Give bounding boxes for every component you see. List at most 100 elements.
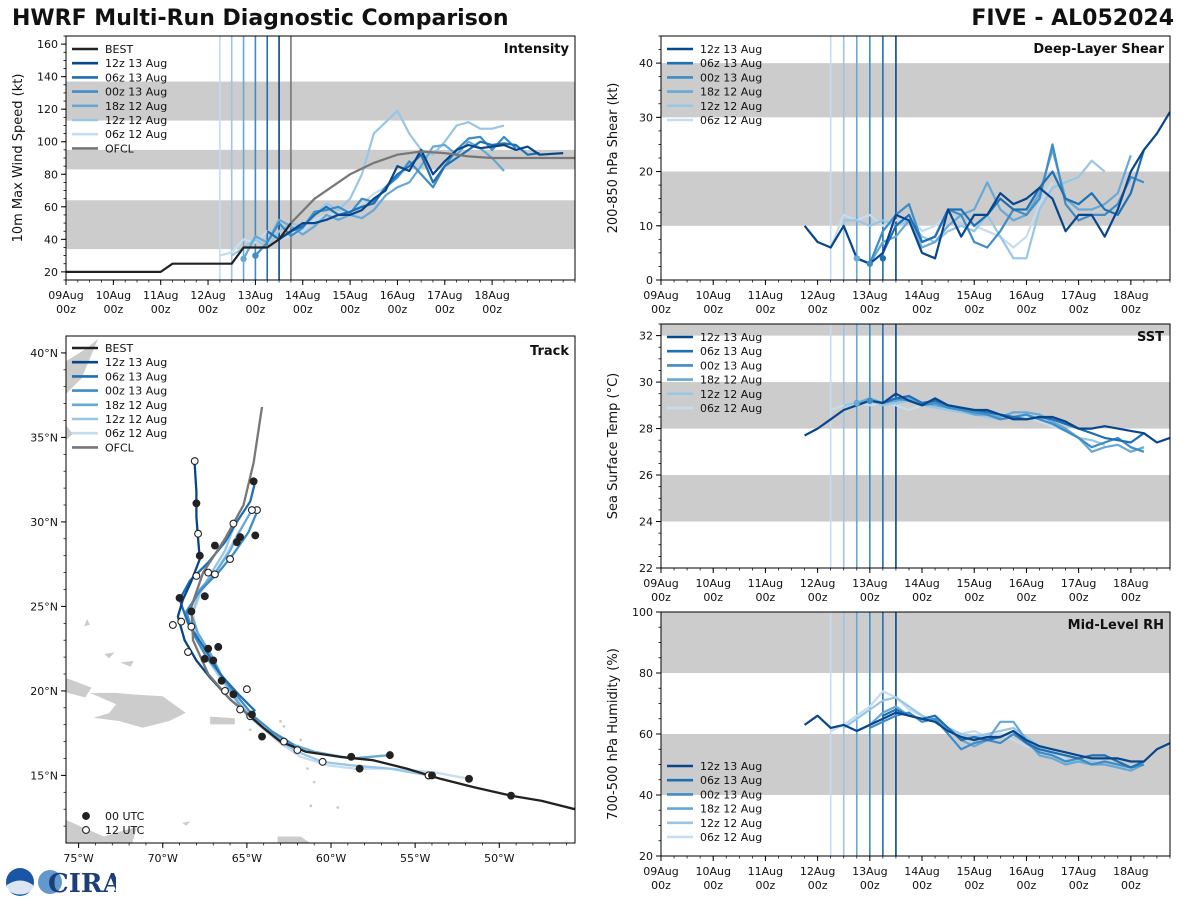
series-line-12z-13-aug <box>278 143 564 241</box>
land-mass <box>88 692 187 729</box>
init-marker-00z-13-aug <box>252 252 259 259</box>
legend-label-12z-13-aug: 12z 13 Aug <box>700 331 762 344</box>
series-line-12z-12-aug <box>231 109 505 257</box>
y-tick-label: 0 <box>646 274 653 287</box>
threshold-band <box>661 324 1170 336</box>
legend-label-12z-12-aug: 12z 12 Aug <box>700 817 762 830</box>
legend-label-12-utc: 12 UTC <box>105 824 145 837</box>
land-mass <box>209 715 236 726</box>
init-marker-18z-12-aug <box>853 399 860 407</box>
island <box>306 767 309 771</box>
track-fix-12utc <box>184 648 192 656</box>
x-tick-sublabel: 00z <box>340 303 360 316</box>
legend-label-18z-12-aug: 18z 12 Aug <box>700 803 762 816</box>
track-fix-00utc <box>210 541 219 550</box>
series-lines <box>803 111 1170 267</box>
track-fix-12utc <box>226 555 235 564</box>
legend-marker-00-utc <box>82 812 90 820</box>
x-tick-sublabel: 00z <box>1069 303 1089 316</box>
x-tick-label: 12Aug <box>800 289 835 302</box>
track-fix-12utc <box>318 757 327 766</box>
island <box>336 806 340 809</box>
y-tick-label: 10 <box>639 220 653 233</box>
x-tick-label: 14Aug <box>904 865 939 878</box>
legend-label-00z-13-aug: 00z 13 Aug <box>105 385 167 398</box>
x-tick-sublabel: 00z <box>912 303 932 316</box>
panel-title: Deep-Layer Shear <box>1033 42 1164 57</box>
track-fix-00utc <box>217 676 226 685</box>
track-fix-00utc <box>258 732 266 741</box>
legend-label-00z-13-aug: 00z 13 Aug <box>105 86 167 99</box>
legend-label-06z-13-aug: 06z 13 Aug <box>105 71 167 84</box>
x-tick-label: 18Aug <box>1113 289 1148 302</box>
island <box>309 804 313 808</box>
x-tick-sublabel: 00z <box>756 879 776 892</box>
track-fix-00utc <box>229 690 238 699</box>
track-fix-00utc <box>355 764 364 773</box>
track-fix-12utc <box>247 506 256 515</box>
x-tick-label: 11Aug <box>748 865 783 878</box>
x-tick-label: 09Aug <box>643 289 678 302</box>
x-tick-sublabel: 00z <box>808 303 828 316</box>
storm-id: FIVE - AL052024 <box>971 6 1174 31</box>
track-fix-00utc <box>465 774 473 783</box>
island <box>248 728 252 732</box>
x-tick-label: 13Aug <box>852 865 887 878</box>
x-tick-sublabel: 00z <box>1017 303 1037 316</box>
x-tick-sublabel: 00z <box>703 591 723 604</box>
series-line-12z-13-aug <box>804 392 1170 444</box>
track-fix-12utc <box>177 617 186 626</box>
x-tick-label: 09Aug <box>643 865 678 878</box>
panel-title: Intensity <box>504 42 570 57</box>
track-fix-00utc <box>204 644 213 653</box>
y-axis-label: 10m Max Wind Speed (kt) <box>11 74 26 243</box>
x-tick-sublabel: 00z <box>964 879 984 892</box>
x-tick-sublabel: 00z <box>703 303 723 316</box>
cira-logo: CIRA <box>6 868 116 898</box>
x-tick-label: 17Aug <box>1061 289 1096 302</box>
series-line-00z-13-aug <box>868 143 1145 265</box>
y-tick-label: 80 <box>44 168 58 181</box>
track-fix-12utc <box>187 622 196 631</box>
x-tick-label: 60°W <box>316 852 346 865</box>
y-tick-label: 140 <box>37 71 58 84</box>
legend-label-12z-13-aug: 12z 13 Aug <box>700 43 762 56</box>
legend-label-best: BEST <box>105 342 133 355</box>
panel-deep-layer-shear: 01020304009Aug00z10Aug00z11Aug00z12Aug00… <box>606 35 1171 316</box>
x-tick-label: 18Aug <box>474 289 509 302</box>
x-tick-label: 13Aug <box>238 289 273 302</box>
track-fix-12utc <box>293 746 302 754</box>
panel-title: Mid-Level RH <box>1068 618 1164 633</box>
legend-label-12z-12-aug: 12z 12 Aug <box>105 114 167 127</box>
track-fix-12utc <box>168 621 177 629</box>
land-mass <box>66 677 93 699</box>
x-tick-label: 10Aug <box>96 289 131 302</box>
y-tick-label: 20 <box>639 850 653 863</box>
x-tick-label: 75°W <box>63 852 93 865</box>
y-tick-label: 100 <box>37 136 58 149</box>
y-tick-label: 30 <box>639 376 653 389</box>
init-marker-18z-12-aug <box>853 255 860 262</box>
x-tick-label: 17Aug <box>427 289 462 302</box>
track-fix-00utc <box>209 656 218 665</box>
x-tick-sublabel: 00z <box>293 303 313 316</box>
x-tick-sublabel: 00z <box>860 591 880 604</box>
legend-label-18z-12-aug: 18z 12 Aug <box>105 399 167 412</box>
legend-label-00z-13-aug: 00z 13 Aug <box>700 71 762 84</box>
x-tick-sublabel: 00z <box>1069 591 1089 604</box>
panel-title: SST <box>1137 330 1164 345</box>
init-marker-00z-13-aug <box>866 397 874 404</box>
legend-label-12z-13-aug: 12z 13 Aug <box>105 356 167 369</box>
y-axis-label: 700-500 hPa Humidity (%) <box>606 648 621 820</box>
x-tick-label: 17Aug <box>1061 577 1096 590</box>
track-fix-00utc <box>175 593 184 602</box>
island <box>279 719 282 723</box>
track-fix-12utc <box>279 737 288 746</box>
track-fix-00utc <box>428 771 436 780</box>
legend-label-06z-12-aug: 06z 12 Aug <box>700 402 762 415</box>
x-tick-sublabel: 00z <box>1121 303 1141 316</box>
init-marker-06z-13-aug <box>879 255 887 262</box>
land-mass <box>276 835 312 843</box>
legend-label-12z-12-aug: 12z 12 Aug <box>105 413 167 426</box>
land-mass <box>180 820 193 827</box>
